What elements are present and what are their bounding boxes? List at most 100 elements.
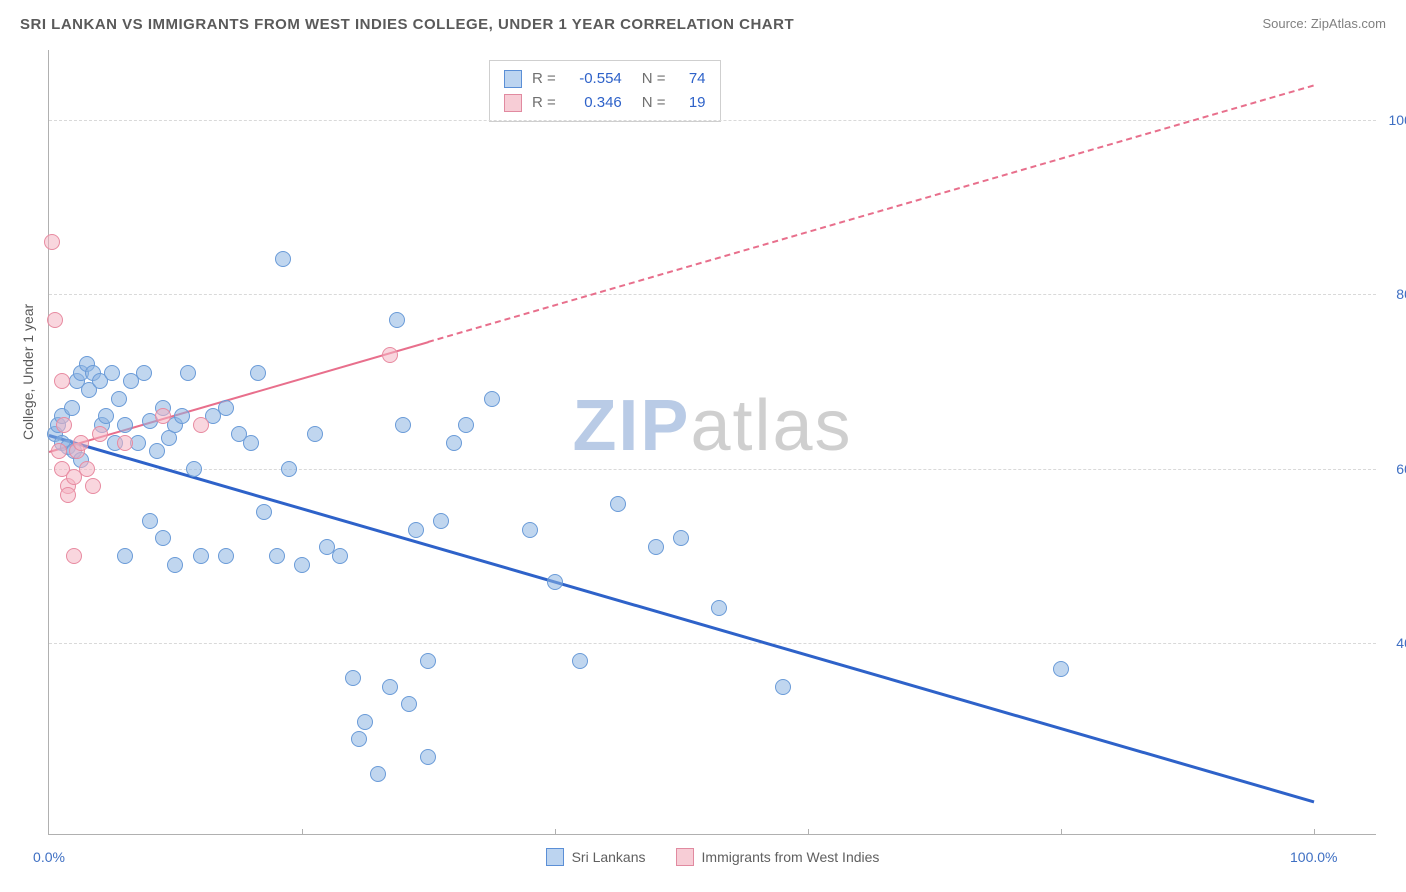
source-label: Source: ZipAtlas.com bbox=[1262, 16, 1386, 31]
x-tick-label: 0.0% bbox=[33, 849, 65, 865]
data-point bbox=[382, 347, 398, 363]
data-point bbox=[117, 548, 133, 564]
data-point bbox=[193, 417, 209, 433]
data-point bbox=[149, 443, 165, 459]
data-point bbox=[73, 435, 89, 451]
data-point bbox=[60, 487, 76, 503]
data-point bbox=[389, 312, 405, 328]
watermark-rest: atlas bbox=[690, 386, 852, 466]
legend-label: Immigrants from West Indies bbox=[702, 849, 880, 865]
data-point bbox=[382, 679, 398, 695]
legend-item: Sri Lankans bbox=[546, 848, 646, 866]
data-point bbox=[307, 426, 323, 442]
data-point bbox=[111, 391, 127, 407]
data-point bbox=[79, 461, 95, 477]
data-point bbox=[275, 251, 291, 267]
data-point bbox=[433, 513, 449, 529]
data-point bbox=[136, 365, 152, 381]
data-point bbox=[47, 312, 63, 328]
source-prefix: Source: bbox=[1262, 16, 1310, 31]
gridline-horizontal bbox=[49, 294, 1376, 295]
correlation-n-value: 74 bbox=[676, 67, 706, 91]
data-point bbox=[92, 426, 108, 442]
data-point bbox=[610, 496, 626, 512]
data-point bbox=[243, 435, 259, 451]
x-tick-label: 100.0% bbox=[1290, 849, 1337, 865]
data-point bbox=[281, 461, 297, 477]
correlation-n-label: N = bbox=[642, 91, 666, 115]
data-point bbox=[420, 749, 436, 765]
data-point bbox=[269, 548, 285, 564]
correlation-box: R = -0.554 N = 74 R = 0.346 N = 19 bbox=[489, 60, 721, 122]
data-point bbox=[167, 557, 183, 573]
data-point bbox=[484, 391, 500, 407]
data-point bbox=[572, 653, 588, 669]
data-point bbox=[332, 548, 348, 564]
correlation-n-label: N = bbox=[642, 67, 666, 91]
data-point bbox=[85, 478, 101, 494]
data-point bbox=[155, 408, 171, 424]
data-point bbox=[98, 408, 114, 424]
data-point bbox=[104, 365, 120, 381]
data-point bbox=[117, 435, 133, 451]
gridline-vertical bbox=[808, 829, 809, 835]
legend-swatch bbox=[546, 848, 564, 866]
chart-title: SRI LANKAN VS IMMIGRANTS FROM WEST INDIE… bbox=[20, 16, 794, 33]
data-point bbox=[547, 574, 563, 590]
gridline-vertical bbox=[1314, 829, 1315, 835]
source-link[interactable]: ZipAtlas.com bbox=[1311, 16, 1386, 31]
gridline-horizontal bbox=[49, 643, 1376, 644]
data-point bbox=[56, 417, 72, 433]
data-point bbox=[294, 557, 310, 573]
correlation-swatch bbox=[504, 70, 522, 88]
data-point bbox=[174, 408, 190, 424]
data-point bbox=[218, 400, 234, 416]
y-tick-label: 40.0% bbox=[1386, 635, 1406, 651]
correlation-row: R = 0.346 N = 19 bbox=[504, 91, 706, 115]
trend-line bbox=[49, 434, 1315, 803]
correlation-n-value: 19 bbox=[676, 91, 706, 115]
gridline-horizontal bbox=[49, 120, 1376, 121]
y-tick-label: 100.0% bbox=[1386, 112, 1406, 128]
data-point bbox=[1053, 661, 1069, 677]
data-point bbox=[256, 504, 272, 520]
data-point bbox=[142, 513, 158, 529]
correlation-r-label: R = bbox=[532, 67, 556, 91]
data-point bbox=[193, 548, 209, 564]
correlation-r-value: -0.554 bbox=[566, 67, 622, 91]
data-point bbox=[775, 679, 791, 695]
legend-item: Immigrants from West Indies bbox=[676, 848, 880, 866]
data-point bbox=[401, 696, 417, 712]
correlation-r-value: 0.346 bbox=[566, 91, 622, 115]
data-point bbox=[51, 443, 67, 459]
scatter-plot: ZIPatlas R =-0.554N =74R =0.346N =19 Sri… bbox=[48, 50, 1376, 835]
legend-swatch bbox=[676, 848, 694, 866]
data-point bbox=[648, 539, 664, 555]
correlation-row: R = -0.554 N = 74 bbox=[504, 67, 706, 91]
trend-line-dashed bbox=[428, 85, 1314, 343]
watermark: ZIPatlas bbox=[572, 385, 852, 467]
data-point bbox=[66, 548, 82, 564]
data-point bbox=[44, 234, 60, 250]
data-point bbox=[711, 600, 727, 616]
bottom-legend: Sri Lankans Immigrants from West Indies bbox=[49, 848, 1376, 866]
gridline-vertical bbox=[555, 829, 556, 835]
correlation-r-label: R = bbox=[532, 91, 556, 115]
data-point bbox=[673, 530, 689, 546]
y-tick-label: 80.0% bbox=[1386, 286, 1406, 302]
data-point bbox=[186, 461, 202, 477]
data-point bbox=[117, 417, 133, 433]
data-point bbox=[522, 522, 538, 538]
data-point bbox=[64, 400, 80, 416]
gridline-vertical bbox=[1061, 829, 1062, 835]
gridline-vertical bbox=[302, 829, 303, 835]
data-point bbox=[351, 731, 367, 747]
data-point bbox=[54, 373, 70, 389]
y-axis-title: College, Under 1 year bbox=[20, 304, 36, 440]
data-point bbox=[420, 653, 436, 669]
gridline-horizontal bbox=[49, 469, 1376, 470]
data-point bbox=[446, 435, 462, 451]
correlation-swatch bbox=[504, 94, 522, 112]
data-point bbox=[250, 365, 266, 381]
y-tick-label: 60.0% bbox=[1386, 461, 1406, 477]
